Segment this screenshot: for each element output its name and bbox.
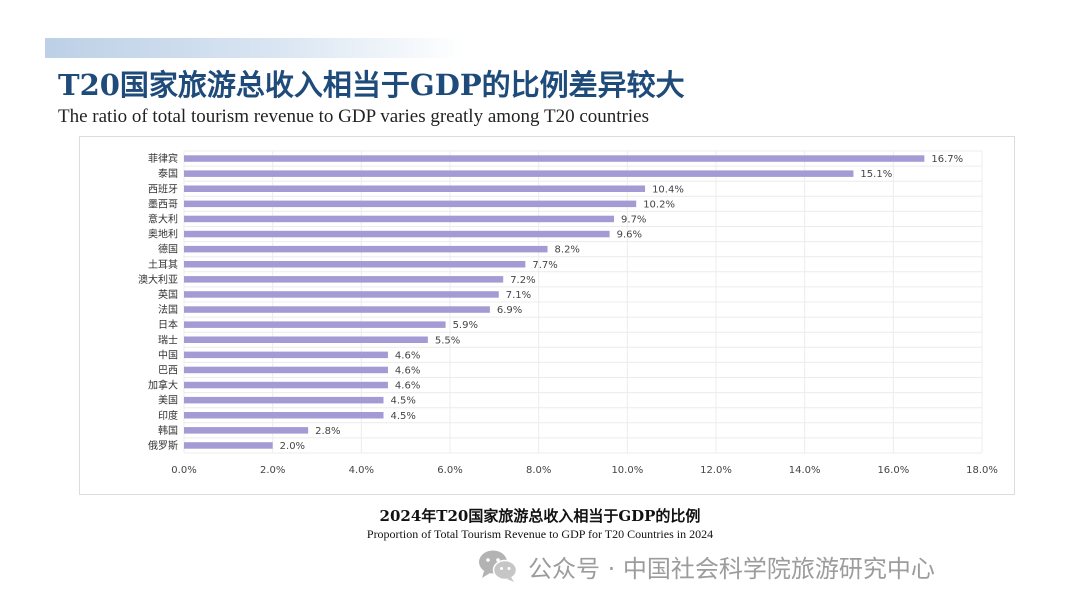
data-label: 4.5% <box>391 396 416 407</box>
x-tick-label: 6.0% <box>437 465 462 476</box>
data-label: 5.5% <box>435 335 460 346</box>
bar <box>184 170 854 177</box>
chart-caption-cn: 2024年T20国家旅游总收入相当于GDP的比例 <box>379 507 701 525</box>
watermark: 公众号 · 中国社会科学院旅游研究中心 <box>478 548 935 584</box>
category-label: 瑞士 <box>158 333 178 346</box>
bar-chart: 菲律宾 16.7% 泰国 15.1% 西班牙 10.4% 墨西哥 10.2% 意大利 9.7% 奥地… <box>138 150 998 476</box>
data-label: 4.6% <box>395 381 420 392</box>
page-title: T20国家旅游总收入相当于GDP的比例差异较大 <box>58 68 685 102</box>
data-label: 4.6% <box>395 350 420 361</box>
category-label: 中国 <box>158 348 178 361</box>
category-label: 菲律宾 <box>148 152 178 165</box>
bar <box>184 200 637 208</box>
x-tick-label: 14.0% <box>789 465 821 476</box>
bar <box>184 366 388 374</box>
bar <box>184 321 446 328</box>
x-tick-label: 8.0% <box>526 465 551 476</box>
category-label: 土耳其 <box>148 258 178 271</box>
bar <box>184 306 490 313</box>
bar <box>184 155 925 162</box>
data-label: 10.2% <box>643 199 675 210</box>
data-label: 10.4% <box>652 184 684 195</box>
bar <box>184 215 615 223</box>
category-label: 日本 <box>158 318 178 331</box>
data-label: 9.7% <box>621 214 646 225</box>
category-label: 美国 <box>158 394 178 407</box>
x-tick-label: 2.0% <box>260 465 285 476</box>
category-label: 墨西哥 <box>148 198 178 210</box>
x-tick-label: 12.0% <box>700 465 732 476</box>
x-tick-label: 18.0% <box>966 465 998 476</box>
bar <box>184 336 428 343</box>
data-label: 2.0% <box>280 441 305 452</box>
data-label: 9.6% <box>617 230 642 241</box>
data-label: 7.2% <box>510 275 535 286</box>
category-label: 奥地利 <box>148 228 178 241</box>
bar <box>184 185 646 192</box>
x-tick-label: 16.0% <box>877 465 909 476</box>
bar <box>184 412 384 419</box>
data-label: 4.6% <box>395 365 420 376</box>
data-label: 7.7% <box>532 260 557 271</box>
category-label: 泰国 <box>158 167 178 180</box>
data-label: 4.5% <box>391 411 416 422</box>
bar <box>184 351 388 359</box>
category-label: 意大利 <box>148 212 178 225</box>
category-label: 西班牙 <box>148 183 178 195</box>
category-label: 巴西 <box>158 364 178 376</box>
category-label: 澳大利亚 <box>138 273 178 286</box>
page-subtitle: The ratio of total tourism revenue to GD… <box>58 106 649 127</box>
chart-caption-en: Proportion of Total Tourism Revenue to G… <box>366 527 714 541</box>
bar <box>184 381 388 389</box>
category-label: 俄罗斯 <box>148 439 178 452</box>
x-tick-label: 10.0% <box>611 465 643 476</box>
data-label: 15.1% <box>860 169 892 180</box>
bar <box>184 276 504 283</box>
bar <box>184 230 610 238</box>
watermark-text: 公众号 · 中国社会科学院旅游研究中心 <box>528 554 935 583</box>
bar <box>184 291 499 298</box>
x-tick-label: 0.0% <box>171 465 196 476</box>
category-label: 德国 <box>158 243 178 256</box>
data-label: 6.9% <box>497 305 522 316</box>
data-label: 5.9% <box>453 320 478 331</box>
data-label: 8.2% <box>555 245 580 256</box>
category-label: 英国 <box>158 288 178 301</box>
bar <box>184 442 273 449</box>
category-label: 法国 <box>158 303 178 316</box>
chart-frame: 菲律宾 16.7% 泰国 15.1% 西班牙 10.4% 墨西哥 10.2% 意大利 9.7% 奥地… <box>79 136 1015 495</box>
bar <box>184 261 526 268</box>
header-accent-band <box>45 38 465 58</box>
wechat-icon <box>479 550 518 582</box>
category-label: 韩国 <box>158 424 178 437</box>
data-label: 16.7% <box>931 154 963 165</box>
bar <box>184 427 309 434</box>
data-label: 7.1% <box>506 290 531 301</box>
category-label: 印度 <box>158 409 178 422</box>
x-tick-label: 4.0% <box>349 465 374 476</box>
category-label: 加拿大 <box>148 379 178 392</box>
data-label: 2.8% <box>315 426 340 437</box>
bar <box>184 396 384 404</box>
bar <box>184 245 548 253</box>
